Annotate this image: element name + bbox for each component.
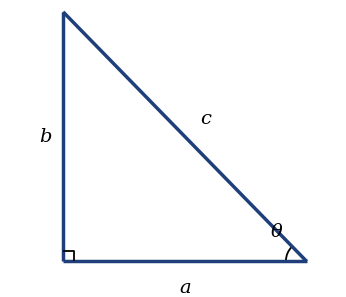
Text: θ: θ [271, 222, 283, 241]
Text: c: c [200, 110, 211, 128]
Text: a: a [179, 279, 191, 297]
Text: b: b [39, 128, 51, 146]
